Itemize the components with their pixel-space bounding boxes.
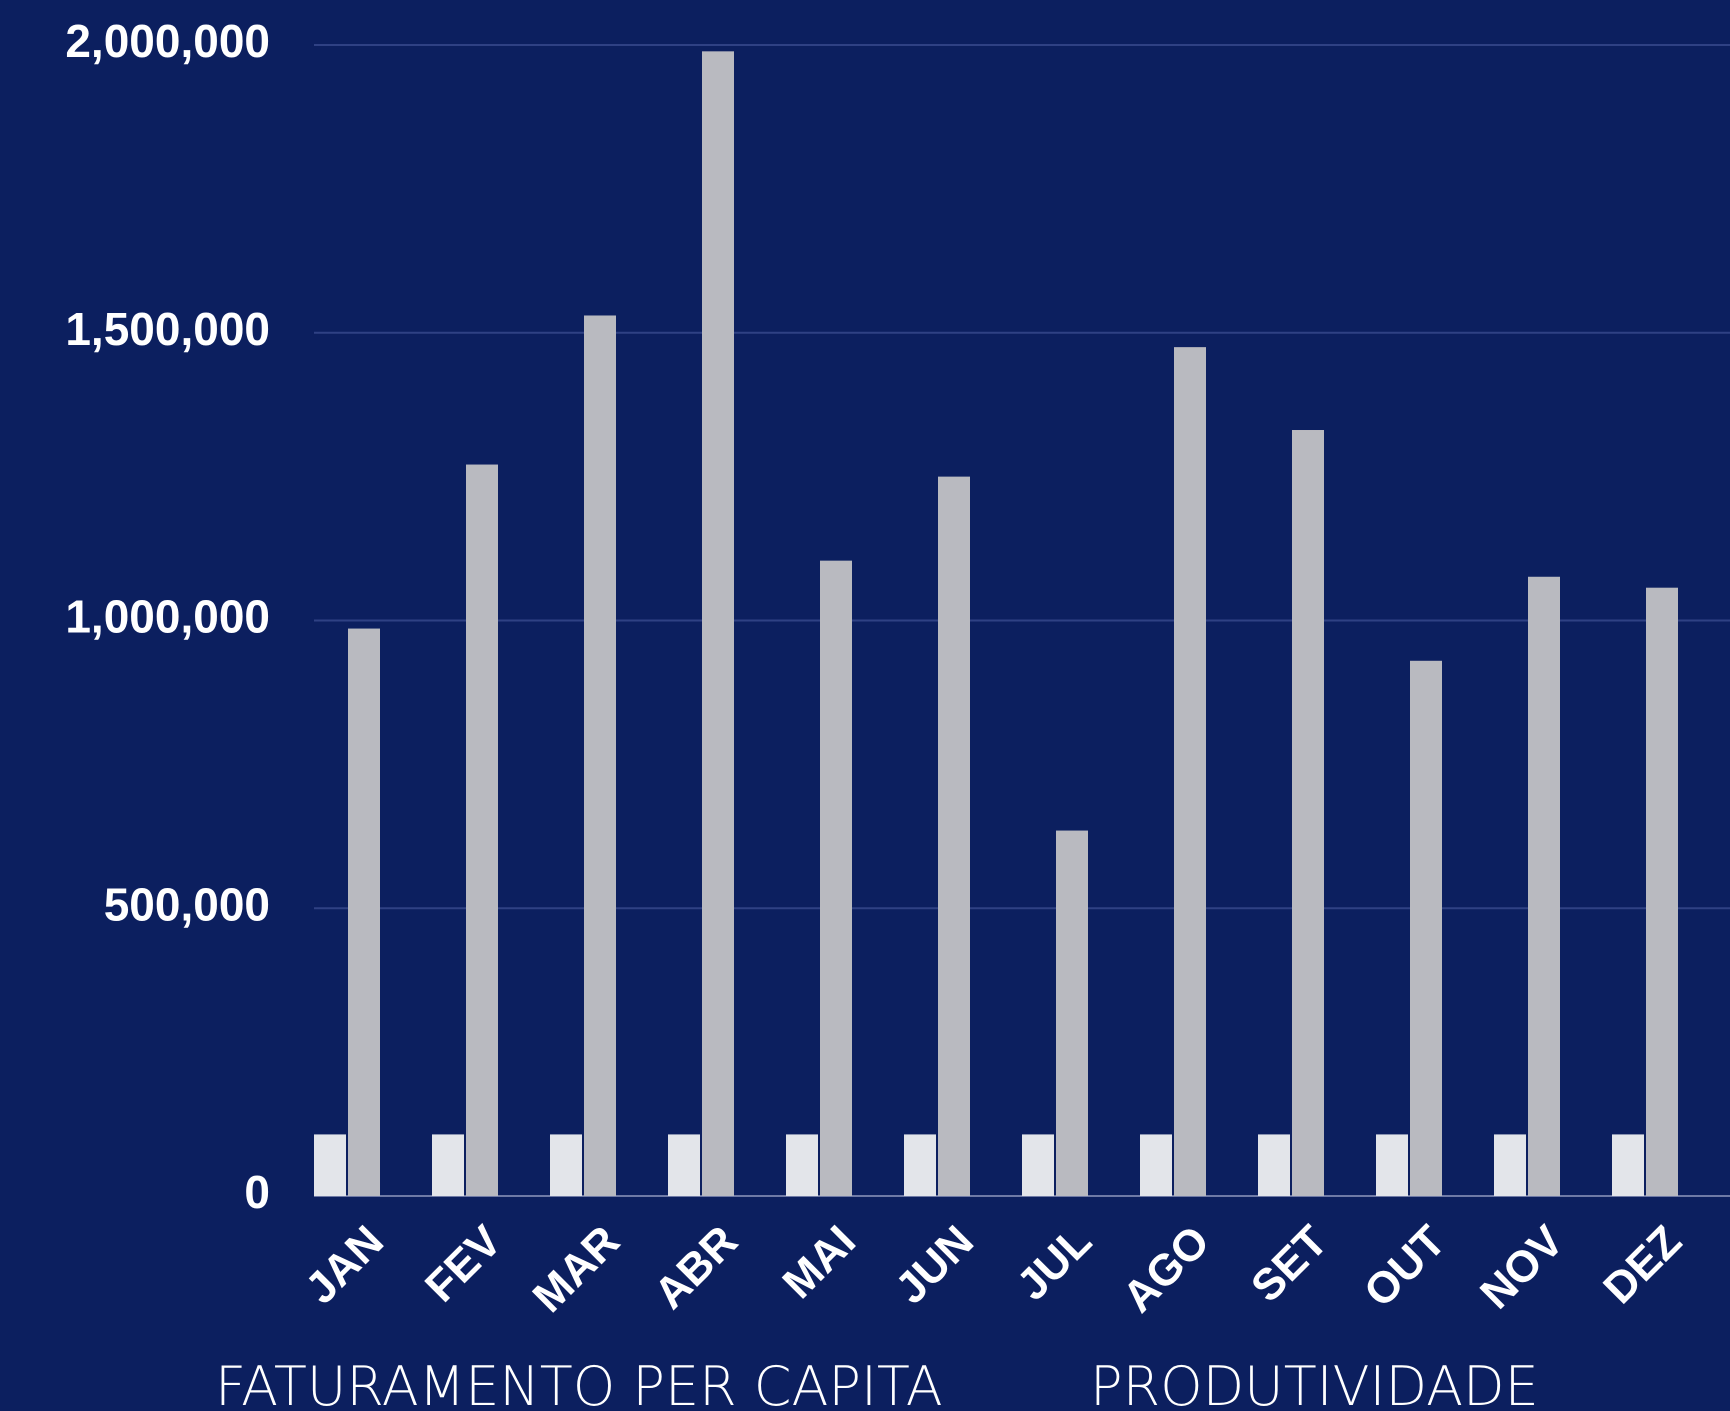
x-tick-label: JAN bbox=[296, 1216, 393, 1313]
x-tick-label: AGO bbox=[1114, 1216, 1220, 1322]
bar bbox=[348, 628, 380, 1196]
bar bbox=[904, 1134, 936, 1196]
x-tick-label: SET bbox=[1242, 1216, 1337, 1311]
x-tick-label: DEZ bbox=[1594, 1216, 1691, 1313]
bar bbox=[1258, 1134, 1290, 1196]
y-tick-label: 2,000,000 bbox=[65, 15, 270, 67]
y-tick-label: 500,000 bbox=[104, 878, 270, 930]
legend-label: FATURAMENTO PER CAPITA bbox=[215, 1355, 943, 1411]
bar bbox=[584, 315, 616, 1196]
x-tick-label: NOV bbox=[1471, 1216, 1574, 1319]
x-tick-label: OUT bbox=[1355, 1216, 1455, 1316]
bar bbox=[820, 560, 852, 1196]
y-tick-label: 1,000,000 bbox=[65, 591, 270, 643]
x-tick-label: JUN bbox=[886, 1216, 983, 1313]
bar bbox=[1646, 587, 1678, 1196]
bar bbox=[1140, 1134, 1172, 1196]
legend-label: PRODUTIVIDADE bbox=[1090, 1355, 1539, 1411]
bar bbox=[466, 464, 498, 1196]
bar bbox=[1174, 347, 1206, 1196]
bar bbox=[1410, 660, 1442, 1196]
x-tick-label: MAR bbox=[524, 1216, 630, 1322]
y-tick-label: 0 bbox=[244, 1166, 270, 1218]
x-tick-label: ABR bbox=[645, 1216, 747, 1318]
bar bbox=[702, 51, 734, 1197]
bar bbox=[938, 476, 970, 1196]
bar bbox=[1022, 1134, 1054, 1196]
bar bbox=[1612, 1134, 1644, 1196]
y-tick-label: 1,500,000 bbox=[65, 303, 270, 355]
bar bbox=[1056, 830, 1088, 1196]
bar bbox=[1528, 576, 1560, 1196]
x-tick-label: MAI bbox=[773, 1216, 865, 1308]
bar bbox=[1376, 1134, 1408, 1196]
bar bbox=[1292, 430, 1324, 1196]
bar bbox=[668, 1134, 700, 1196]
x-tick-label: FEV bbox=[416, 1216, 512, 1312]
bar bbox=[786, 1134, 818, 1196]
bar bbox=[1494, 1134, 1526, 1196]
x-tick-label: JUL bbox=[1008, 1216, 1101, 1309]
bar bbox=[432, 1134, 464, 1196]
bar bbox=[550, 1134, 582, 1196]
bar bbox=[314, 1134, 346, 1196]
